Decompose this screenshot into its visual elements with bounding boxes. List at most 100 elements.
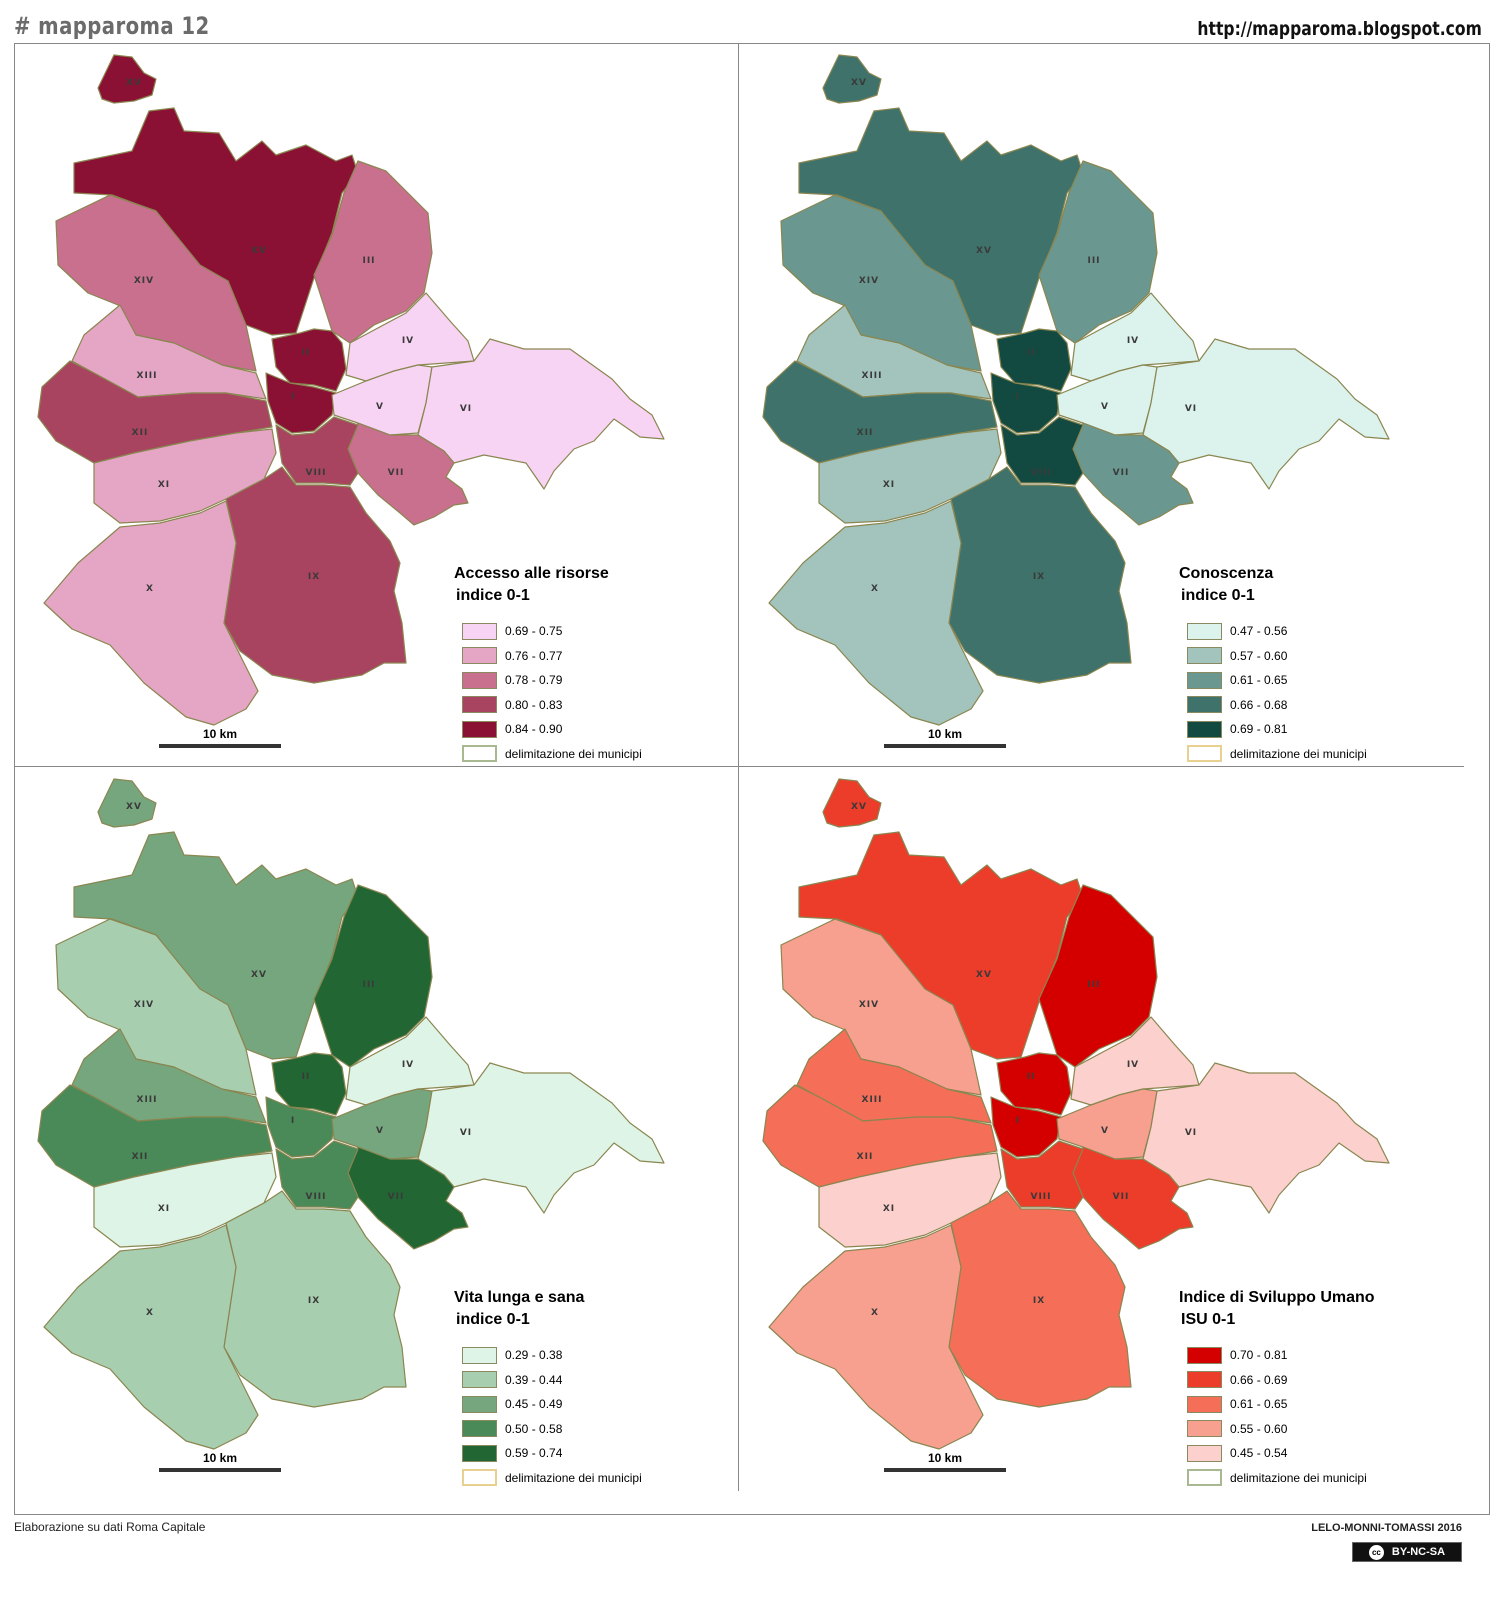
- municipio-label-iii: III: [362, 980, 375, 990]
- legend-boundary-label: delimitazione dei municipi: [1230, 1470, 1367, 1485]
- municipio-xii[interactable]: [762, 1084, 998, 1188]
- municipio-xv[interactable]: [822, 778, 882, 828]
- legend-range-label: 0.55 - 0.60: [1230, 1421, 1288, 1436]
- legend-row: 0.47 - 0.56: [1187, 619, 1367, 644]
- municipio-xv[interactable]: [97, 54, 157, 104]
- legend-row: 0.59 - 0.74: [462, 1441, 642, 1466]
- legend-range-label: 0.66 - 0.68: [1230, 697, 1288, 712]
- municipio-label-xv: XV: [126, 802, 142, 812]
- municipio-i[interactable]: [990, 372, 1062, 434]
- legend-range-label: 0.50 - 0.58: [505, 1421, 563, 1436]
- legend-title: Vita lunga e sana: [454, 1289, 585, 1306]
- municipio-iii[interactable]: [1038, 160, 1158, 344]
- license-badge[interactable]: cc BY-NC-SA: [1352, 1542, 1462, 1562]
- municipio-iii[interactable]: [313, 160, 433, 344]
- scale-bar-label: 10 km: [927, 727, 963, 741]
- legend-row-boundary: delimitazione dei municipi: [1187, 1466, 1375, 1491]
- municipio-viii[interactable]: [275, 1140, 359, 1210]
- municipio-label-xiii: XIII: [137, 371, 158, 381]
- municipio-xiv[interactable]: [780, 918, 982, 1096]
- map-panel-3: XV XV III XIV XIII XII II I IV V VI VII VIII XI IX X Vit…: [14, 767, 739, 1491]
- legend-swatch: [462, 720, 497, 738]
- municipio-vii[interactable]: [1072, 1146, 1194, 1250]
- scale-bar-label: 10 km: [202, 1451, 238, 1465]
- municipio-xiv[interactable]: [55, 194, 257, 372]
- legend-swatch: [462, 1395, 497, 1413]
- municipio-x[interactable]: [768, 1224, 984, 1450]
- municipio-ii[interactable]: [996, 328, 1072, 392]
- municipio-label-x: X: [871, 584, 879, 594]
- municipio-label-v: V: [376, 402, 384, 412]
- legend-boundary-swatch: [462, 745, 497, 763]
- legend-swatch: [462, 647, 497, 665]
- municipio-xii[interactable]: [762, 360, 998, 464]
- municipio-viii[interactable]: [1000, 1140, 1084, 1210]
- scale-bar-line: [159, 744, 281, 748]
- municipio-label-xii: XII: [132, 1152, 149, 1162]
- legend-range-label: 0.76 - 0.77: [505, 648, 563, 663]
- legend-boundary-label: delimitazione dei municipi: [1230, 746, 1367, 761]
- municipio-label-iv: IV: [402, 336, 414, 346]
- map-legend: Indice di Sviluppo Umano ISU 0-1 0.70 - 0.…: [1179, 1287, 1375, 1490]
- municipio-x[interactable]: [43, 500, 259, 726]
- license-label: BY-NC-SA: [1391, 1546, 1446, 1558]
- municipio-label-xv: XV: [976, 246, 992, 256]
- legend-swatch: [1187, 1395, 1222, 1413]
- legend-range-label: 0.45 - 0.54: [1230, 1446, 1288, 1461]
- municipio-x[interactable]: [43, 1224, 259, 1450]
- municipio-label-vi: VI: [1185, 404, 1197, 414]
- legend-range-label: 0.57 - 0.60: [1230, 648, 1288, 663]
- footer-credits: LELO-MONNI-TOMASSI 2016: [1311, 1522, 1462, 1534]
- municipio-i[interactable]: [265, 1096, 337, 1158]
- municipio-label-ix: IX: [308, 572, 320, 582]
- municipio-xii[interactable]: [37, 360, 273, 464]
- legend-row: 0.70 - 0.81: [1187, 1343, 1375, 1368]
- municipio-x[interactable]: [768, 500, 984, 726]
- municipio-ii[interactable]: [996, 1052, 1072, 1116]
- legend-subtitle: indice 0-1: [456, 587, 530, 604]
- map-frame: [14, 43, 1490, 1515]
- legend-row: 0.57 - 0.60: [1187, 644, 1367, 669]
- legend-row: 0.69 - 0.75: [462, 619, 642, 644]
- municipio-vii[interactable]: [347, 1146, 469, 1250]
- legend-swatch: [1187, 720, 1222, 738]
- municipio-label-ix: IX: [1033, 1296, 1045, 1306]
- municipio-label-xv: XV: [126, 78, 142, 88]
- municipio-vii[interactable]: [347, 422, 469, 526]
- municipio-label-x: X: [146, 584, 154, 594]
- municipio-i[interactable]: [265, 372, 337, 434]
- municipio-iii[interactable]: [1038, 884, 1158, 1068]
- municipio-label-iii: III: [362, 256, 375, 266]
- municipio-label-i: I: [291, 1116, 295, 1126]
- legend-row: 0.66 - 0.68: [1187, 693, 1367, 718]
- municipio-xiv[interactable]: [780, 194, 982, 372]
- municipio-label-xv: XV: [851, 78, 867, 88]
- municipio-label-vii: VII: [388, 1192, 405, 1202]
- municipio-label-viii: VIII: [305, 1192, 326, 1202]
- legend-range-label: 0.61 - 0.65: [1230, 673, 1288, 688]
- municipio-ii[interactable]: [271, 1052, 347, 1116]
- legend-swatch: [462, 1346, 497, 1364]
- legend-range-label: 0.70 - 0.81: [1230, 1348, 1288, 1363]
- municipio-iii[interactable]: [313, 884, 433, 1068]
- header-url[interactable]: http://mapparoma.blogspot.com: [1197, 18, 1482, 40]
- legend-row: 0.61 - 0.65: [1187, 668, 1367, 693]
- map-legend: Vita lunga e sana indice 0-1 0.29 - 0.38 0.…: [454, 1287, 642, 1490]
- municipio-label-iv: IV: [402, 1060, 414, 1070]
- legend-swatch: [1187, 1420, 1222, 1438]
- municipio-xv[interactable]: [822, 54, 882, 104]
- municipio-ii[interactable]: [271, 328, 347, 392]
- municipio-label-viii: VIII: [305, 468, 326, 478]
- legend-swatch: [462, 671, 497, 689]
- municipio-xv[interactable]: [97, 778, 157, 828]
- legend-row: 0.29 - 0.38: [462, 1343, 642, 1368]
- municipio-xii[interactable]: [37, 1084, 273, 1188]
- municipio-viii[interactable]: [1000, 416, 1084, 486]
- municipio-viii[interactable]: [275, 416, 359, 486]
- municipio-xiv[interactable]: [55, 918, 257, 1096]
- municipio-i[interactable]: [990, 1096, 1062, 1158]
- legend-title: Indice di Sviluppo Umano: [1179, 1289, 1375, 1306]
- municipio-vii[interactable]: [1072, 422, 1194, 526]
- municipio-label-vii: VII: [1113, 1192, 1130, 1202]
- legend-row: 0.78 - 0.79: [462, 668, 642, 693]
